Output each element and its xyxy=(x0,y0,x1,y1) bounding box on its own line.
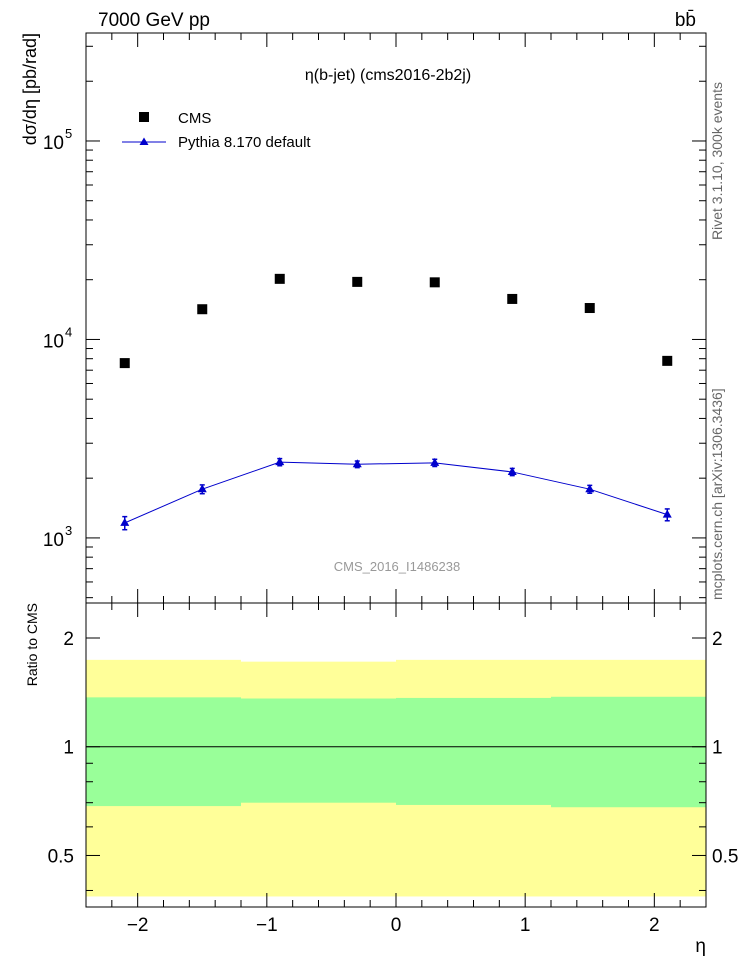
main-axis-ticks xyxy=(85,33,707,603)
mc-point xyxy=(585,484,595,493)
mcplots-label: mcplots.cern.ch [arXiv:1306.3436] xyxy=(709,388,725,600)
main-y-tick-exponent: 5 xyxy=(65,126,72,141)
x-tick-labels: −2 −1 0 1 2 xyxy=(127,915,660,936)
rivet-version-label: Rivet 3.1.10, 300k events xyxy=(709,82,725,240)
x-tick-label: −2 xyxy=(127,915,149,936)
main-y-tick-label: 10 xyxy=(43,133,64,154)
ratio-uncertainty-bands xyxy=(86,659,706,897)
mc-point xyxy=(120,517,130,526)
cms-data-point xyxy=(197,304,208,315)
x-tick-label: 2 xyxy=(649,915,660,936)
ratio-inner-band xyxy=(86,697,241,807)
ratio-inner-band xyxy=(241,698,396,803)
mc-series xyxy=(120,457,672,531)
x-tick-label: 1 xyxy=(520,915,531,936)
mc-point xyxy=(662,509,672,518)
ratio-y-tick-label-right: 0.5 xyxy=(712,846,738,867)
legend-marker-cms xyxy=(139,112,149,122)
legend-marker-pythia xyxy=(139,137,149,145)
cms-data-point xyxy=(352,276,363,287)
mc-point xyxy=(197,484,207,493)
mc-point xyxy=(352,459,362,468)
main-y-axis-label: dσ/dη [pb/rad] xyxy=(20,33,40,145)
cms-data-point xyxy=(119,358,130,369)
cms-data-point xyxy=(662,355,673,366)
ratio-plot-frame xyxy=(85,602,707,908)
ratio-y-tick-label-right: 1 xyxy=(712,738,723,759)
mc-point xyxy=(507,466,517,475)
legend: CMS Pythia 8.170 default xyxy=(122,110,311,151)
ratio-panel: 0.5 0.5 1 1 2 2 −2 −1 0 1 2 Ratio to CMS η xyxy=(24,602,739,957)
ratio-axis-ticks xyxy=(85,603,707,907)
ratio-inner-band xyxy=(396,697,551,805)
ratio-y-tick-label-right: 2 xyxy=(712,629,723,650)
header-energy-label: 7000 GeV pp xyxy=(98,10,210,31)
x-tick-label: 0 xyxy=(391,915,402,936)
cms-data-point xyxy=(584,303,595,314)
ratio-inner-band xyxy=(551,696,706,808)
mc-point xyxy=(430,457,440,466)
main-y-tick-exponent: 3 xyxy=(65,523,72,538)
cms-data-point xyxy=(507,293,518,304)
main-y-tick-label: 10 xyxy=(43,530,64,551)
cms-data-point xyxy=(274,273,285,284)
ratio-y-tick-label-left: 2 xyxy=(63,629,74,650)
analysis-watermark: CMS_2016_I1486238 xyxy=(334,559,461,574)
legend-label-pythia: Pythia 8.170 default xyxy=(178,134,311,151)
main-y-tick-exponent: 4 xyxy=(65,324,72,339)
ratio-y-tick-labels: 0.5 0.5 1 1 2 2 xyxy=(48,629,739,867)
legend-label-cms: CMS xyxy=(178,110,211,127)
ratio-y-tick-label-left: 1 xyxy=(63,738,74,759)
ratio-y-tick-label-left: 0.5 xyxy=(48,846,74,867)
header-process-label: bb̄ xyxy=(675,10,696,31)
mc-series-line xyxy=(124,461,668,524)
cms-data-point xyxy=(429,277,440,288)
mc-point xyxy=(275,457,285,466)
ratio-y-axis-label: Ratio to CMS xyxy=(24,603,40,686)
main-y-tick-label: 10 xyxy=(43,331,64,352)
x-tick-label: −1 xyxy=(256,915,278,936)
x-axis-label: η xyxy=(695,936,706,957)
main-plot-title: η(b-jet) (cms2016-2b2j) xyxy=(305,67,471,84)
cms-data-series xyxy=(119,273,673,369)
